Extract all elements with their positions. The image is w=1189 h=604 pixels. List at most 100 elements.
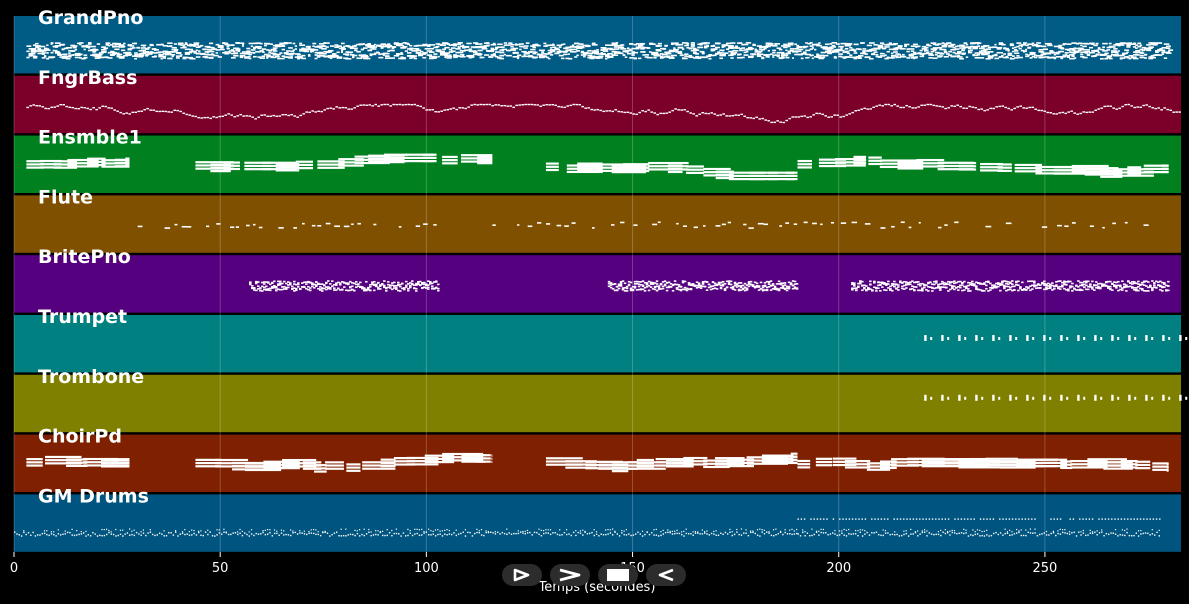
note bbox=[999, 466, 1036, 469]
note bbox=[373, 281, 376, 283]
note bbox=[1110, 53, 1116, 56]
note bbox=[1015, 284, 1018, 286]
note bbox=[859, 280, 862, 283]
note bbox=[1020, 44, 1025, 46]
note bbox=[272, 114, 275, 117]
note bbox=[1060, 394, 1063, 401]
note bbox=[319, 288, 322, 290]
note bbox=[983, 109, 986, 112]
note bbox=[259, 42, 263, 45]
note bbox=[917, 106, 920, 108]
note bbox=[206, 116, 209, 119]
note bbox=[1157, 107, 1160, 109]
note bbox=[802, 53, 807, 55]
note bbox=[1009, 57, 1015, 60]
note bbox=[818, 56, 822, 59]
note bbox=[1009, 529, 1011, 531]
note bbox=[752, 53, 757, 56]
track-lane bbox=[14, 315, 1181, 373]
note bbox=[746, 116, 749, 119]
note bbox=[1077, 335, 1080, 341]
note bbox=[280, 529, 282, 531]
note bbox=[143, 109, 146, 111]
note bbox=[494, 533, 497, 535]
note bbox=[745, 287, 749, 290]
note bbox=[1041, 226, 1048, 228]
note bbox=[446, 43, 450, 45]
note bbox=[1124, 534, 1126, 537]
note bbox=[954, 45, 958, 48]
note bbox=[675, 43, 678, 45]
note bbox=[409, 57, 413, 59]
note bbox=[272, 50, 278, 52]
note bbox=[1045, 288, 1048, 291]
note bbox=[771, 283, 775, 285]
note bbox=[1033, 54, 1037, 56]
note bbox=[334, 225, 341, 228]
note bbox=[307, 48, 312, 51]
note bbox=[767, 49, 770, 52]
note bbox=[961, 45, 966, 48]
note bbox=[1148, 48, 1151, 51]
note bbox=[673, 50, 677, 52]
note bbox=[730, 52, 737, 54]
note bbox=[646, 47, 651, 49]
note bbox=[915, 56, 918, 58]
note bbox=[32, 47, 37, 50]
note bbox=[273, 532, 276, 535]
note bbox=[1069, 57, 1076, 60]
note bbox=[250, 529, 253, 531]
note bbox=[883, 282, 886, 284]
note bbox=[681, 42, 688, 44]
note bbox=[423, 283, 426, 286]
note bbox=[950, 105, 953, 107]
note bbox=[435, 280, 438, 283]
note bbox=[1109, 105, 1112, 107]
note bbox=[65, 46, 72, 49]
note bbox=[580, 50, 584, 53]
note bbox=[406, 48, 411, 50]
note bbox=[580, 54, 587, 56]
note bbox=[321, 287, 324, 289]
note bbox=[433, 287, 436, 290]
note bbox=[1115, 54, 1119, 57]
note bbox=[422, 52, 428, 54]
note bbox=[69, 531, 71, 534]
note bbox=[1013, 107, 1016, 110]
track-notes bbox=[26, 103, 1181, 124]
note bbox=[129, 534, 131, 536]
note bbox=[670, 54, 677, 57]
note bbox=[1025, 529, 1027, 531]
note bbox=[617, 110, 620, 113]
note bbox=[868, 48, 872, 51]
note bbox=[142, 45, 146, 47]
note bbox=[863, 284, 866, 287]
note bbox=[763, 54, 766, 56]
note bbox=[781, 286, 785, 289]
note bbox=[818, 42, 821, 44]
note bbox=[1148, 57, 1154, 60]
note bbox=[1060, 47, 1065, 50]
note bbox=[1091, 286, 1094, 289]
note bbox=[712, 49, 716, 52]
note bbox=[1102, 42, 1108, 45]
note bbox=[453, 44, 458, 47]
note bbox=[549, 49, 556, 51]
note bbox=[131, 47, 136, 49]
note bbox=[899, 106, 902, 109]
note bbox=[1108, 42, 1112, 45]
note bbox=[345, 45, 351, 47]
note bbox=[1041, 533, 1043, 535]
note bbox=[362, 104, 365, 106]
note bbox=[791, 280, 795, 282]
note bbox=[983, 44, 990, 47]
note bbox=[905, 532, 907, 535]
note bbox=[487, 530, 489, 533]
note bbox=[1095, 42, 1099, 45]
note bbox=[1025, 48, 1028, 51]
note bbox=[1113, 171, 1154, 174]
note bbox=[263, 283, 266, 285]
note bbox=[35, 46, 40, 48]
note bbox=[631, 52, 635, 55]
note bbox=[677, 46, 684, 49]
